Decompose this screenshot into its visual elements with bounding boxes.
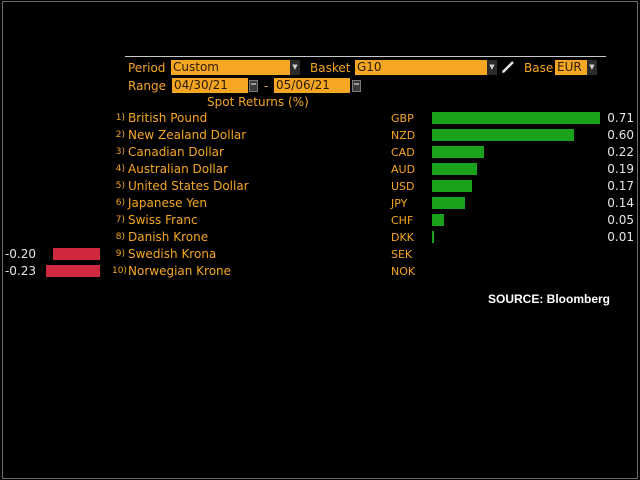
currency-code: USD: [391, 180, 415, 193]
list-item[interactable]: 8) Danish Krone DKK 0.01: [0, 229, 640, 246]
currency-code: NZD: [391, 129, 416, 142]
header-divider: [125, 56, 606, 57]
basket-dropdown[interactable]: G10: [355, 60, 487, 75]
currency-name[interactable]: British Pound: [128, 111, 208, 125]
return-value: 0.60: [607, 128, 634, 142]
return-value: 0.22: [607, 145, 634, 159]
list-item[interactable]: 4) Australian Dollar AUD 0.19: [0, 161, 640, 178]
list-item[interactable]: 9) Swedish Krona SEK -0.20: [0, 246, 640, 263]
range-end-field[interactable]: 05/06/21: [274, 78, 350, 93]
currency-code: AUD: [391, 163, 416, 176]
negative-return-bar: [45, 265, 100, 277]
currency-code: NOK: [391, 265, 416, 278]
currency-code: CHF: [391, 214, 414, 227]
pencil-icon[interactable]: [500, 60, 516, 74]
positive-return-bar: [432, 197, 466, 209]
return-value: 0.14: [607, 196, 634, 210]
list-item[interactable]: 3) Canadian Dollar CAD 0.22: [0, 144, 640, 161]
currency-name[interactable]: Swedish Krona: [128, 247, 217, 261]
list-item[interactable]: 10) Norwegian Krone NOK -0.23: [0, 263, 640, 280]
positive-return-bar: [432, 180, 473, 192]
currency-name[interactable]: New Zealand Dollar: [128, 128, 247, 142]
range-separator: -: [264, 79, 269, 93]
period-dropdown[interactable]: Custom: [171, 60, 291, 75]
basket-dropdown-arrow-icon[interactable]: ▼: [487, 60, 497, 75]
currency-name[interactable]: Swiss Franc: [128, 213, 198, 227]
currency-name[interactable]: Australian Dollar: [128, 162, 229, 176]
list-item[interactable]: 6) Japanese Yen JPY 0.14: [0, 195, 640, 212]
currency-name[interactable]: Japanese Yen: [128, 196, 208, 210]
positive-return-bar: [432, 146, 485, 158]
source-credit: SOURCE: Bloomberg: [488, 292, 611, 306]
rank-number: 5): [115, 181, 125, 191]
rank-number: 1): [115, 113, 125, 123]
rank-number: 3): [115, 147, 125, 157]
negative-return-bar: [53, 248, 100, 260]
list-item[interactable]: 7) Swiss Franc CHF 0.05: [0, 212, 640, 229]
period-dropdown-arrow-icon[interactable]: ▼: [290, 60, 300, 75]
positive-return-bar: [432, 231, 435, 243]
list-item[interactable]: 2) New Zealand Dollar NZD 0.60: [0, 127, 640, 144]
base-dropdown[interactable]: EUR: [555, 60, 587, 75]
return-value: 0.01: [607, 230, 634, 244]
positive-return-bar: [432, 112, 600, 124]
rank-number: 8): [115, 232, 125, 242]
list-item[interactable]: 1) British Pound GBP 0.71: [0, 110, 640, 127]
rank-number: 10): [112, 266, 127, 276]
currency-code: GBP: [391, 112, 414, 125]
positive-return-bar: [432, 214, 444, 226]
rank-number: 4): [115, 164, 125, 174]
range-start-field[interactable]: 04/30/21: [172, 78, 248, 93]
range-start-calendar-icon[interactable]: [249, 80, 258, 92]
currency-code: SEK: [391, 248, 413, 261]
currency-code: CAD: [391, 146, 415, 159]
currency-name[interactable]: Danish Krone: [128, 230, 209, 244]
base-dropdown-arrow-icon[interactable]: ▼: [587, 60, 597, 75]
return-value: -0.23: [4, 264, 36, 278]
rank-number: 9): [115, 249, 125, 259]
range-end-calendar-icon[interactable]: [352, 80, 361, 92]
return-value: -0.20: [4, 247, 36, 261]
currency-name[interactable]: United States Dollar: [128, 179, 249, 193]
return-value: 0.71: [607, 111, 634, 125]
rank-number: 2): [115, 130, 125, 140]
rank-number: 6): [115, 198, 125, 208]
period-label: Period: [128, 61, 166, 75]
base-label: Base: [524, 61, 554, 75]
return-value: 0.19: [607, 162, 634, 176]
currency-code: DKK: [391, 231, 414, 244]
currency-name[interactable]: Canadian Dollar: [128, 145, 224, 159]
list-item[interactable]: 5) United States Dollar USD 0.17: [0, 178, 640, 195]
return-value: 0.17: [607, 179, 634, 193]
return-value: 0.05: [607, 213, 634, 227]
basket-label: Basket: [310, 61, 351, 75]
rank-number: 7): [115, 215, 125, 225]
positive-return-bar: [432, 163, 477, 175]
range-label: Range: [128, 79, 167, 93]
chart-title: Spot Returns (%): [207, 95, 309, 109]
positive-return-bar: [432, 129, 574, 141]
currency-code: JPY: [391, 197, 408, 210]
currency-name[interactable]: Norwegian Krone: [128, 264, 232, 278]
